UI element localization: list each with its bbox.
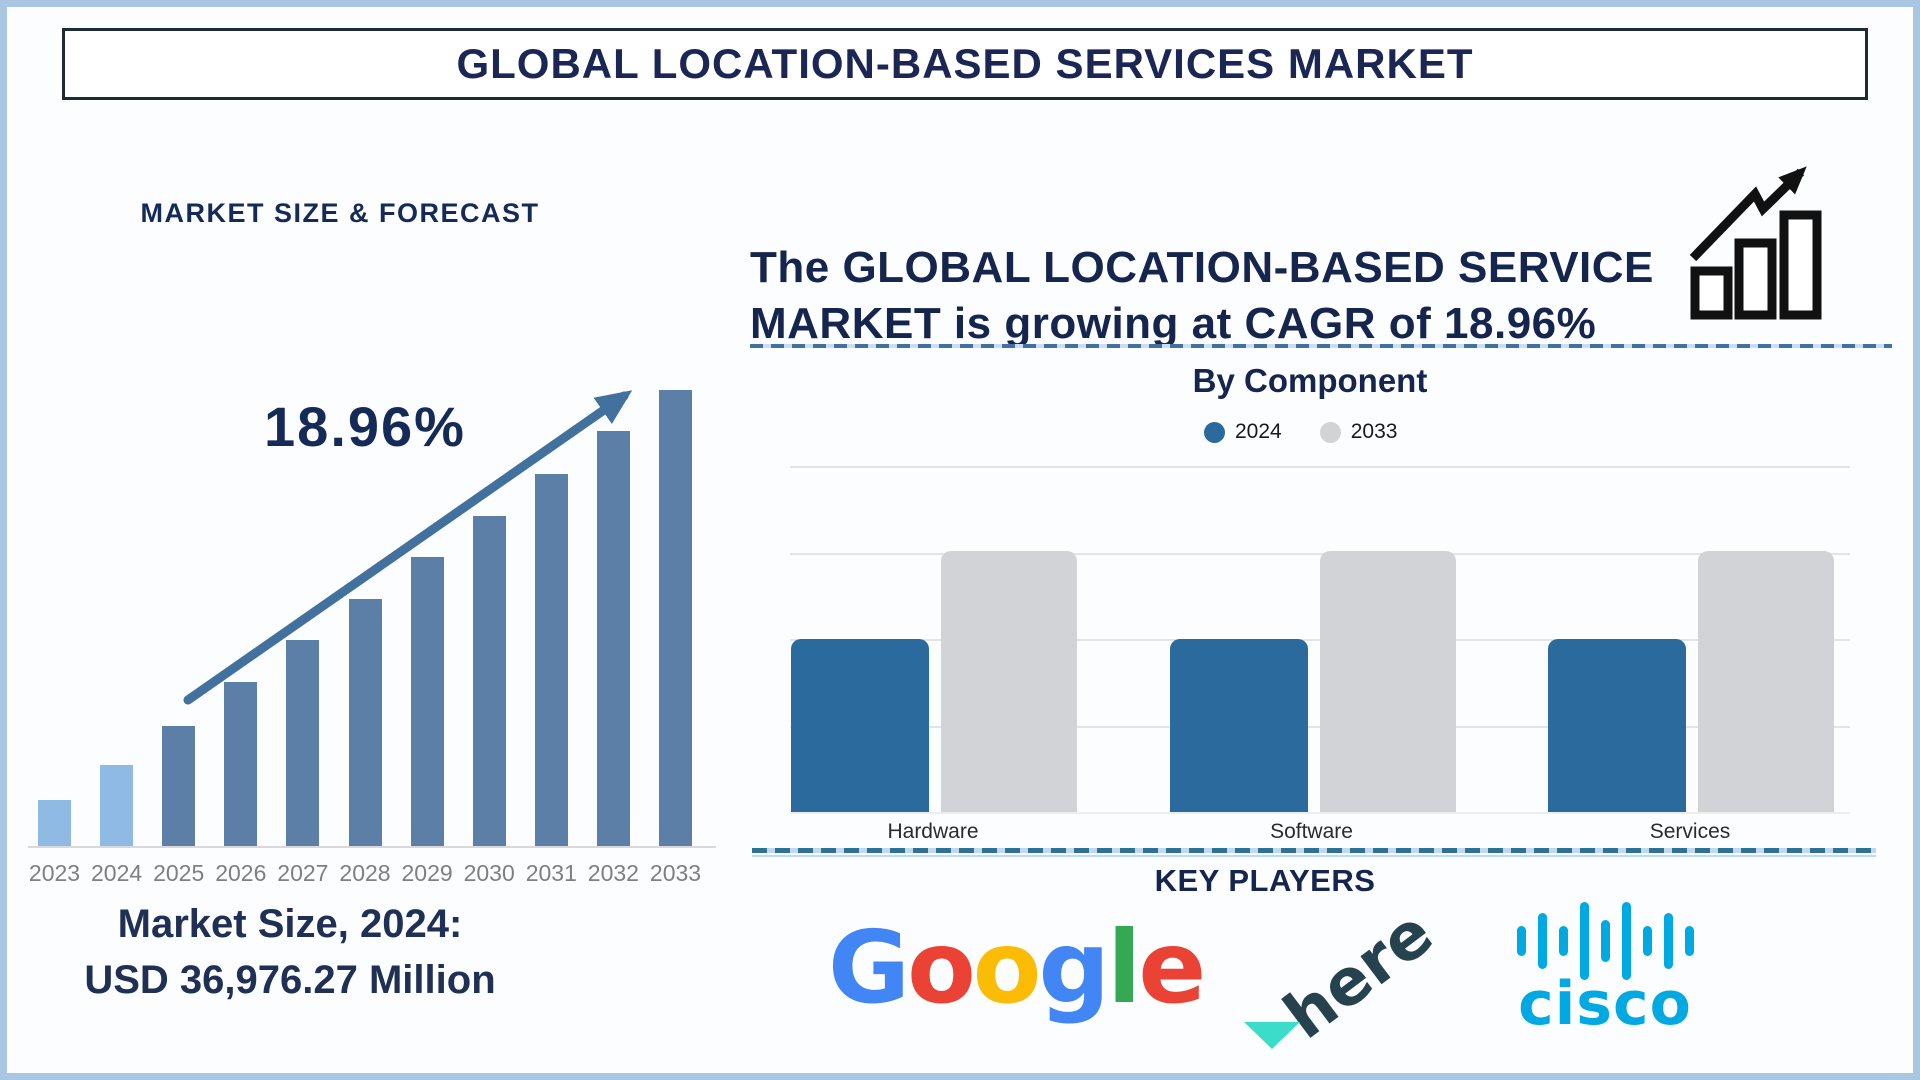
cisco-wave-icon: [1495, 896, 1715, 986]
cisco-wave-bar-3: [1579, 902, 1589, 980]
page-title: GLOBAL LOCATION-BASED SERVICES MARKET: [456, 40, 1474, 87]
headline-line1: The GLOBAL LOCATION-BASED SERVICE: [750, 243, 1654, 292]
component-bar-2033-hardware: [941, 551, 1077, 812]
here-logo-triangle-icon: [1244, 1022, 1300, 1049]
year-label-2028: 2028: [339, 860, 391, 886]
year-label-2023: 2023: [28, 860, 81, 886]
google-logo: Google: [828, 900, 1208, 1040]
category-label-software: Software: [1270, 820, 1353, 843]
gridline-0: [790, 466, 1850, 468]
year-label-2026: 2026: [215, 860, 267, 886]
year-label-2031: 2031: [525, 860, 577, 886]
component-bar-2033-services: [1698, 551, 1834, 812]
dashed-divider-bottom: [752, 848, 1876, 853]
component-bar-2033-software: [1319, 551, 1456, 812]
forecast-bar-2023: [38, 800, 71, 848]
key-players-title: KEY PLAYERS: [1154, 863, 1376, 898]
legend-dot-2024: [1204, 421, 1225, 443]
cagr-annotation: 18.96%: [264, 395, 466, 458]
legend-label-2024: 2024: [1235, 420, 1282, 443]
cisco-wave-bar-1: [1537, 913, 1547, 969]
market-size-line1: Market Size, 2024:: [117, 902, 463, 946]
cisco-wave-bar-4: [1600, 920, 1610, 962]
forecast-bar-2030: [472, 516, 506, 848]
year-label-2032: 2032: [587, 860, 639, 886]
cisco-wave-bar-8: [1684, 926, 1694, 956]
legend-item-2024: 2024: [1204, 420, 1282, 444]
cisco-wave-bar-6: [1642, 926, 1652, 956]
legend-item-2033: 2033: [1319, 420, 1398, 444]
dashed-divider-top: [750, 344, 1892, 348]
category-label-services: Services: [1649, 820, 1731, 843]
growth-chart-icon: [1689, 166, 1822, 320]
year-label-2033: 2033: [649, 860, 702, 886]
forecast-bar-2024: [100, 765, 134, 848]
cisco-wave-bar-7: [1663, 913, 1673, 969]
forecast-bar-2033: [659, 390, 692, 848]
here-logo: here: [1238, 896, 1453, 1054]
year-label-2030: 2030: [463, 860, 515, 886]
google-letter-2-o: o: [972, 909, 1042, 1026]
year-label-2024: 2024: [91, 860, 143, 886]
market-size-line2: USD 36,976.27 Million: [84, 958, 496, 1002]
cisco-logo: cisco: [1495, 896, 1715, 1046]
trend-arrow: [183, 390, 633, 705]
category-label-hardware: Hardware: [887, 820, 979, 843]
google-letter-1-o: o: [907, 909, 976, 1026]
forecast-bar-2025: [162, 726, 196, 848]
component-chart-title: By Component: [1192, 362, 1428, 399]
component-bar-2024-software: [1169, 639, 1308, 812]
year-label-2025: 2025: [153, 860, 205, 886]
component-bar-2024-hardware: [791, 639, 929, 812]
forecast-bar-2026: [224, 682, 258, 848]
year-label-2027: 2027: [277, 860, 329, 886]
component-bar-2024-services: [1548, 639, 1686, 812]
forecast-chart-title: MARKET SIZE & FORECAST: [140, 198, 540, 228]
gridline-4: [790, 812, 1850, 814]
cisco-wave-bar-2: [1558, 926, 1568, 956]
divider-underline: [752, 855, 1876, 857]
forecast-bar-2027: [286, 640, 320, 848]
google-letter-4-l: l: [1107, 909, 1141, 1026]
year-label-2029: 2029: [401, 860, 453, 886]
google-letter-0-G: G: [828, 909, 910, 1026]
google-letter-5-e: e: [1138, 909, 1206, 1026]
forecast-x-axis: [28, 846, 716, 848]
gridline-1: [790, 552, 1850, 555]
legend-label-2033: 2033: [1350, 420, 1398, 443]
cisco-wave-bar-0: [1516, 926, 1526, 956]
forecast-bar-2028: [348, 599, 382, 848]
forecast-bar-2029: [410, 557, 444, 848]
legend-dot-2033: [1319, 421, 1341, 443]
google-letter-3-g: g: [1038, 909, 1111, 1026]
headline-line2: MARKET is growing at CAGR of 18.96%: [750, 299, 1597, 348]
forecast-bar-2031: [534, 474, 568, 848]
component-legend: 2024 2033: [1204, 420, 1397, 444]
forecast-bar-2032: [596, 431, 630, 848]
title-box: GLOBAL LOCATION-BASED SERVICES MARKET: [62, 28, 1868, 100]
cisco-logo-text: cisco: [1518, 969, 1692, 1039]
cisco-wave-bar-5: [1621, 902, 1631, 980]
